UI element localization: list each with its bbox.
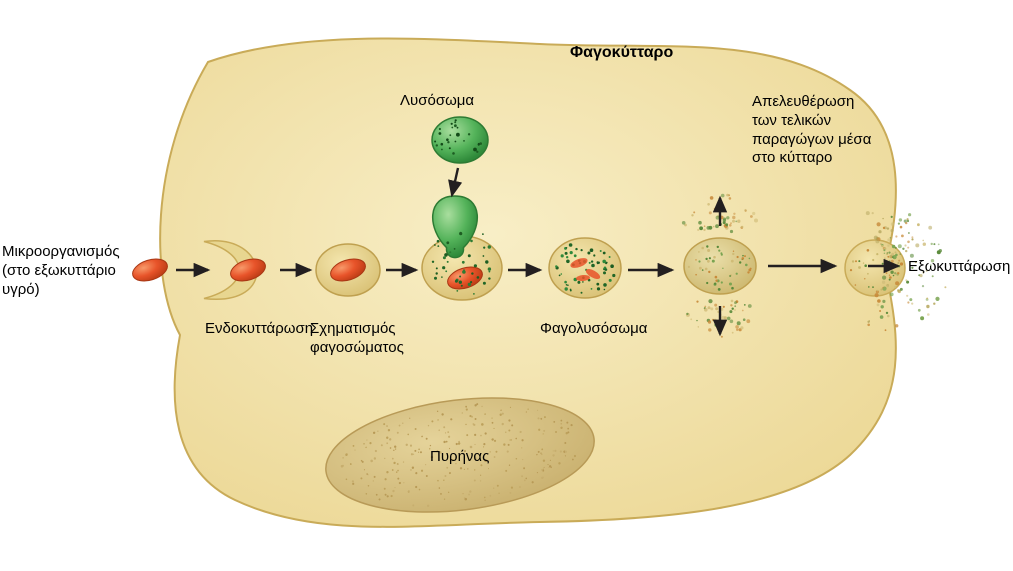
diagram-svg bbox=[0, 0, 1013, 571]
phagolysosome bbox=[549, 238, 621, 298]
phagolysosome-label: Φαγολυσόσωμα bbox=[540, 320, 647, 339]
microorganism-label: Μικροοργανισμός (στο εξωκυττάριο υγρό) bbox=[2, 243, 120, 299]
phagocyte-title: Φαγοκύτταρο bbox=[570, 43, 673, 63]
nucleus-label: Πυρήνας bbox=[430, 448, 489, 467]
diagram-stage: Φαγοκύτταρο Μικροοργανισμός (στο εξωκυττ… bbox=[0, 0, 1013, 571]
phagosome-formation-label: Σχηματισμός φαγοσώματος bbox=[310, 320, 404, 358]
endocytosis-label: Ενδοκυττάρωση bbox=[205, 320, 313, 339]
lysosome-label: Λυσόσωμα bbox=[400, 92, 474, 111]
exocytosis-label: Εξωκυττάρωση bbox=[908, 258, 1010, 277]
phagosome bbox=[316, 244, 380, 296]
release-label: Απελευθέρωση των τελικών παραγώγων μέσα … bbox=[752, 93, 871, 168]
lysosome bbox=[432, 117, 488, 163]
